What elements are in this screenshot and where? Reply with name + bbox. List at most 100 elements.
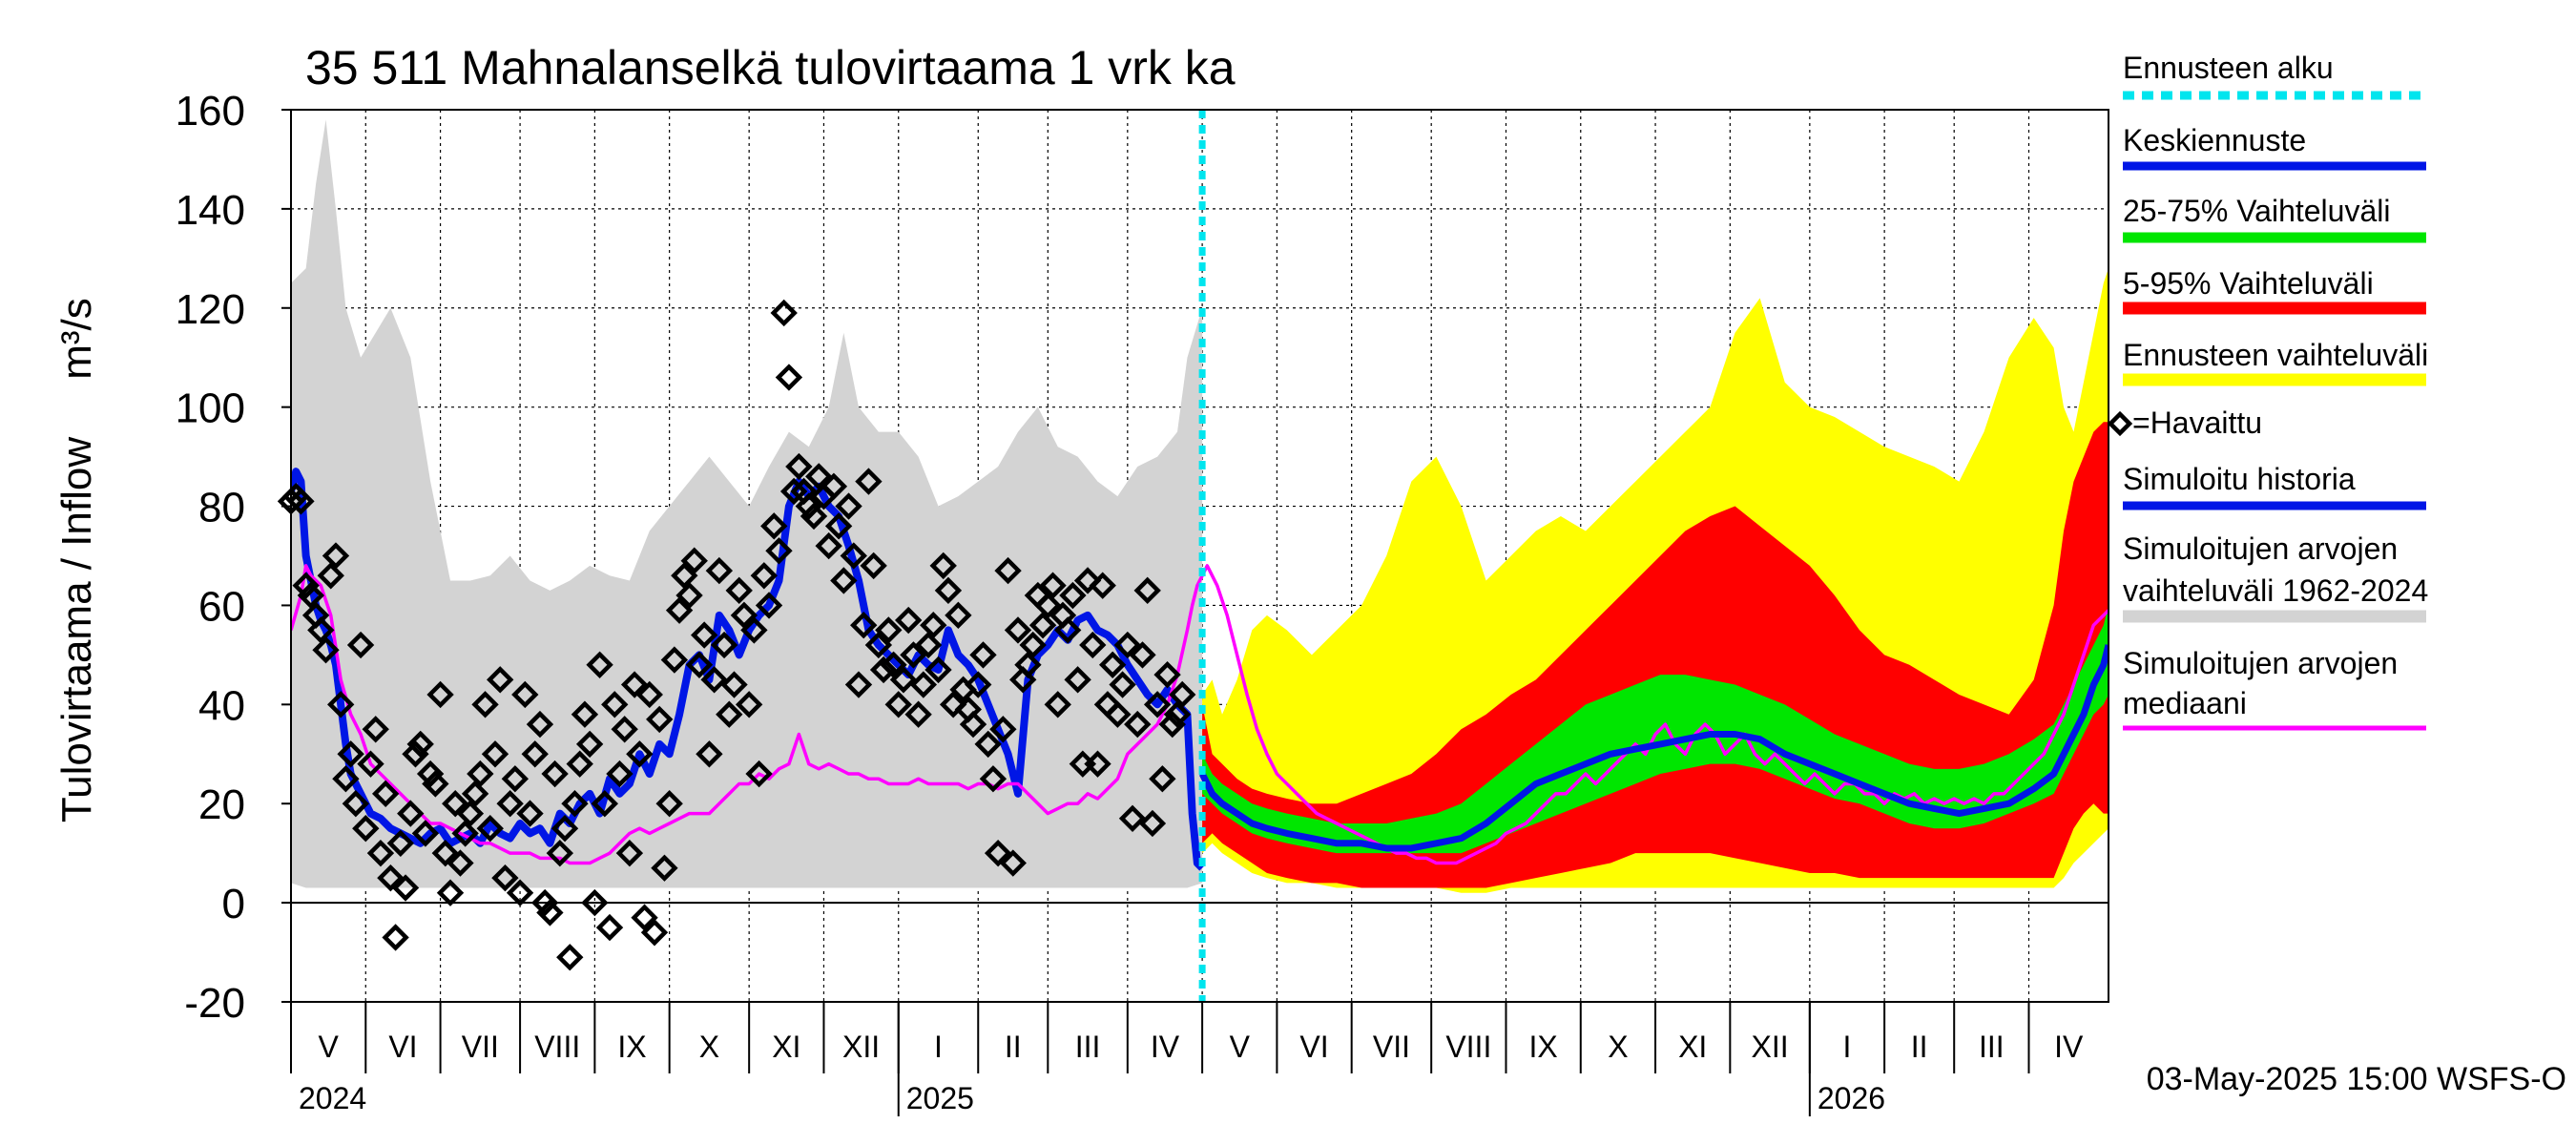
month-label: VII: [1373, 1030, 1410, 1064]
observed-point: [765, 537, 793, 565]
simulated-history-line: [291, 468, 1205, 871]
observed-point: [516, 800, 544, 827]
observed-point: [959, 710, 987, 739]
observed-point: [431, 839, 459, 867]
observed-point: [720, 671, 748, 698]
observed-point: [456, 800, 485, 827]
legend: Ennusteen alku Keskiennuste 25-75% Vaihtel…: [2107, 51, 2428, 731]
footer-timestamp: 03-May-2025 15:00 WSFS-O: [2147, 1061, 2566, 1097]
month-label: VI: [1299, 1030, 1328, 1064]
observed-layer: [277, 299, 1196, 971]
observed-point: [655, 790, 683, 818]
month-label: VII: [462, 1030, 499, 1064]
month-label: II: [1005, 1030, 1022, 1064]
observed-point: [1163, 700, 1192, 728]
observed-point: [1129, 641, 1156, 669]
observed-point: [406, 730, 434, 759]
observed-point: [651, 854, 678, 882]
observed-point: [551, 815, 579, 843]
observed-point: [671, 562, 698, 590]
month-label: VIII: [534, 1030, 580, 1064]
observed-point: [1054, 616, 1082, 644]
observed-point: [984, 839, 1012, 867]
observed-point: [382, 924, 409, 951]
observed-point: [795, 492, 822, 520]
observed-point: [1098, 651, 1127, 678]
observed-point: [1028, 612, 1057, 639]
observed-point: [1019, 631, 1047, 659]
observed-point: [680, 547, 708, 574]
month-label: II: [1911, 1030, 1928, 1064]
forecast-median-line: [1198, 644, 2109, 852]
lines-layer: [291, 110, 2109, 1002]
observed-point: [595, 913, 624, 942]
observed-point: [581, 888, 609, 917]
observed-point: [855, 468, 883, 495]
observed-point: [322, 542, 350, 570]
observed-point: [615, 839, 644, 867]
observed-point: [835, 492, 862, 520]
observed-point: [506, 879, 534, 906]
y-tick-label: 80: [198, 485, 245, 531]
observed-point: [586, 651, 613, 678]
observed-point: [909, 671, 938, 698]
observed-point: [566, 750, 593, 778]
year-label: 2026: [1818, 1081, 1885, 1115]
observed-point: [889, 666, 918, 694]
observed-point: [914, 631, 943, 659]
month-label: XII: [1752, 1030, 1789, 1064]
legend-label: Ennusteen alku: [2123, 51, 2334, 85]
observed-point: [436, 879, 465, 906]
observed-point: [675, 581, 703, 610]
observed-point: [1004, 616, 1032, 644]
observed-point: [546, 839, 574, 867]
observed-point: [755, 592, 783, 619]
observed-point: [332, 765, 360, 793]
observed-point: [785, 452, 813, 481]
legend-label: Simuloitu historia: [2123, 462, 2356, 496]
observed-point: [287, 488, 315, 515]
month-label: VIII: [1445, 1030, 1491, 1064]
observed-point: [660, 646, 689, 674]
observed-point: [357, 750, 384, 778]
observed-point: [521, 740, 549, 768]
month-label: X: [1608, 1030, 1628, 1064]
observed-point: [979, 765, 1008, 793]
observed-point: [491, 864, 519, 892]
observed-point: [1143, 691, 1172, 718]
observed-point: [999, 849, 1027, 877]
observed-point: [875, 616, 903, 644]
y-tick-label: 20: [198, 781, 245, 828]
observed-point: [691, 621, 718, 649]
observed-point: [745, 760, 773, 788]
observed-point: [929, 552, 957, 580]
observed-point: [422, 770, 449, 798]
observed-point: [541, 760, 569, 788]
y-tick-label: 140: [176, 187, 245, 234]
month-label: X: [699, 1030, 719, 1064]
observed-point: [974, 730, 1002, 759]
observed-point: [426, 680, 454, 709]
observed-point: [620, 671, 649, 698]
observed-point: [591, 790, 618, 818]
observed-point: [1059, 581, 1087, 610]
observed-point: [530, 888, 559, 917]
observed-point: [900, 641, 927, 669]
month-label: III: [1075, 1030, 1101, 1064]
observed-point: [685, 651, 714, 678]
month-label: XII: [842, 1030, 880, 1064]
legend-label: Ennusteen vaihteluväli: [2123, 338, 2428, 372]
observed-point: [805, 463, 833, 490]
observed-point: [501, 765, 530, 793]
observed-point: [292, 572, 320, 599]
y-axis-label: Tulovirtaama / Inflow m³/s: [53, 298, 100, 822]
observed-point: [366, 839, 395, 867]
observed-point: [1034, 592, 1062, 619]
observed-point: [646, 705, 674, 734]
observed-point: [451, 820, 479, 847]
observed-point: [760, 512, 788, 540]
observed-point: [1113, 631, 1142, 659]
observed-point: [471, 691, 499, 718]
observed-point: [1109, 671, 1136, 698]
